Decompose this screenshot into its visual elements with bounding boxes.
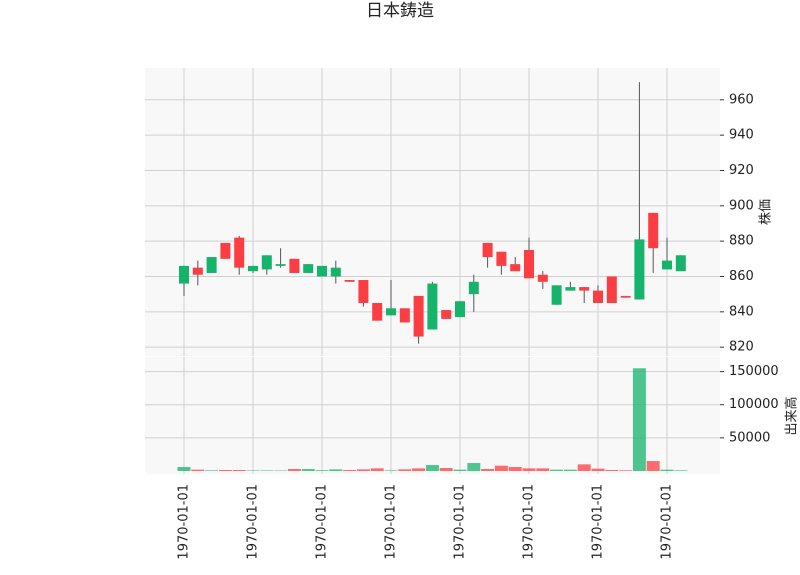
volume-bar <box>494 465 508 471</box>
candle-body <box>399 308 410 323</box>
y-tick-label: 820 <box>729 340 754 355</box>
candle-body <box>634 239 645 300</box>
x-tick-label: 1970-01-01 <box>660 484 675 560</box>
volume-bar <box>343 470 357 471</box>
volume-bar <box>232 470 246 471</box>
candle-body <box>275 264 286 266</box>
x-tick-label: 1970-01-01 <box>384 484 399 560</box>
x-tick-label: 1970-01-01 <box>177 484 192 560</box>
candle-body <box>317 265 327 277</box>
volume-bar <box>467 463 481 471</box>
candle-body <box>289 258 300 273</box>
candle-body <box>662 260 672 270</box>
candle-body <box>261 255 272 270</box>
volume-bar <box>287 469 301 471</box>
volume-bar <box>660 469 674 471</box>
volume-bar <box>508 467 522 471</box>
candle-body <box>510 264 521 272</box>
candle-body <box>482 242 493 258</box>
y2-tick-label: 50000 <box>729 430 770 445</box>
volume-bar <box>412 468 426 471</box>
volume-bar <box>632 368 646 471</box>
volume-bar <box>591 468 605 471</box>
volume-bar <box>260 470 274 471</box>
y-tick-label: 960 <box>729 92 754 107</box>
candle-body <box>358 280 369 303</box>
candle-body <box>344 280 355 282</box>
candle-body <box>620 295 631 298</box>
volume-bar <box>425 465 439 471</box>
y-tick-label: 920 <box>729 163 754 178</box>
volume-bar <box>356 469 370 471</box>
volume-bar <box>536 468 550 471</box>
candle-body <box>606 276 617 303</box>
volume-bar <box>398 469 412 471</box>
y-tick-label: 880 <box>729 234 754 249</box>
volume-bar <box>674 470 688 471</box>
candle-body <box>648 212 659 249</box>
volume-bar <box>453 469 467 471</box>
volume-bar <box>191 469 205 471</box>
candle-body <box>192 267 203 275</box>
volume-bar <box>605 470 619 471</box>
volume-bar <box>315 470 329 471</box>
volume-bar <box>522 468 536 471</box>
candle-body <box>593 290 603 303</box>
volume-bar <box>563 469 577 471</box>
y2-tick-label: 150000 <box>729 364 779 379</box>
candle-body <box>386 308 396 316</box>
volume-bar <box>370 468 384 471</box>
volume-bar <box>301 469 315 471</box>
volume-bar <box>205 470 219 471</box>
candle-body <box>565 287 576 291</box>
candle-body <box>303 264 314 273</box>
candle-body <box>675 255 686 272</box>
volume-panel <box>145 357 720 474</box>
candle-body <box>468 281 479 295</box>
volume-bar <box>577 464 591 471</box>
y2-tick-label: 100000 <box>729 397 779 412</box>
y-tick-label: 900 <box>729 198 754 213</box>
candle-body <box>206 257 217 273</box>
candle-body <box>220 242 231 259</box>
candle-body <box>524 249 534 279</box>
candle-body <box>496 251 507 266</box>
candle-body <box>234 237 245 268</box>
candle-body <box>441 310 452 319</box>
candle-body <box>427 283 438 330</box>
x-tick-label: 1970-01-01 <box>522 484 537 560</box>
x-tick-label: 1970-01-01 <box>591 484 606 560</box>
y2-axis-label: 出来高 <box>784 396 800 435</box>
candle-body <box>413 295 424 337</box>
y-tick-label: 840 <box>729 304 754 319</box>
volume-bar <box>218 470 232 471</box>
candle-body <box>179 265 189 284</box>
volume-bar <box>384 470 398 471</box>
volume-bar <box>177 467 191 471</box>
volume-bar <box>619 470 633 471</box>
candle-body <box>372 302 383 321</box>
y-tick-label: 940 <box>729 128 754 143</box>
volume-bar <box>246 470 260 471</box>
volume-bar <box>550 469 564 471</box>
chart-title: 日本鋳造 <box>366 1 434 21</box>
volume-bar <box>646 461 660 471</box>
candle-body <box>579 287 590 291</box>
candle-body <box>551 285 562 305</box>
y-tick-label: 860 <box>729 269 754 284</box>
volume-bar <box>329 469 343 471</box>
y-axis-label: 株価 <box>759 199 774 225</box>
volume-bar <box>439 468 453 471</box>
candle-body <box>537 274 548 282</box>
candle-body <box>248 265 258 272</box>
x-tick-label: 1970-01-01 <box>453 484 468 560</box>
volume-bar <box>481 469 495 471</box>
candle-body <box>455 301 465 318</box>
x-tick-label: 1970-01-01 <box>315 484 330 560</box>
candle-body <box>330 267 341 277</box>
x-tick-label: 1970-01-01 <box>246 484 261 560</box>
